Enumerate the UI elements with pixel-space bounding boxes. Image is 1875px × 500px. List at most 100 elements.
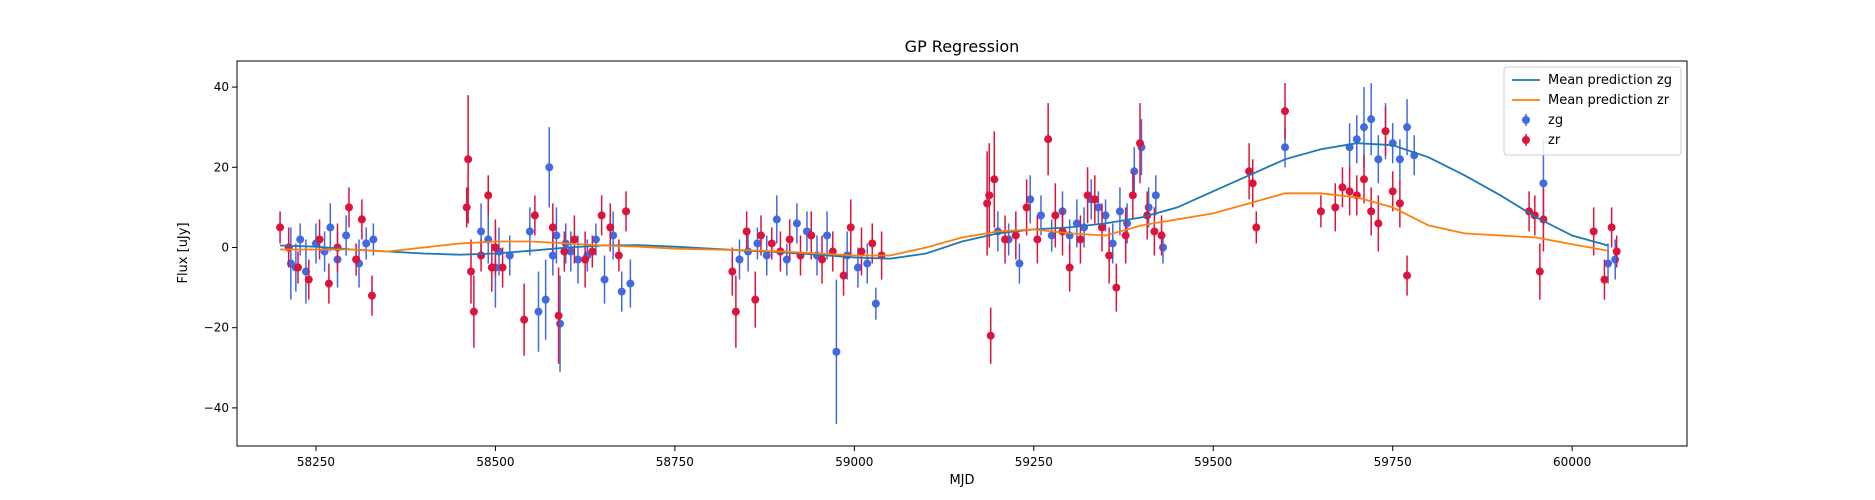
zg-point — [1367, 115, 1376, 124]
y-axis-label: Flux [uJy] — [176, 222, 191, 283]
zr-point — [1381, 127, 1390, 136]
zg-point — [792, 219, 801, 228]
zg-point — [296, 235, 305, 244]
zr-point — [530, 211, 539, 220]
zr-point — [742, 227, 751, 236]
zr-point — [498, 263, 507, 272]
legend: Mean prediction zg Mean prediction zr zg zr — [1503, 66, 1682, 156]
x-tick-label: 59250 — [1015, 455, 1053, 469]
zr-point — [1051, 211, 1060, 220]
legend-label: Mean prediction zr — [1548, 93, 1670, 108]
zg-point — [556, 319, 565, 328]
zr-point — [818, 255, 827, 264]
zr-point — [606, 223, 615, 232]
zr-point — [1022, 203, 1031, 212]
y-axis: −40 −20 0 20 40 — [204, 80, 237, 415]
zg-point — [1395, 155, 1404, 164]
zr-point — [520, 315, 529, 324]
zg-point — [1352, 135, 1361, 144]
zr-point — [1112, 283, 1121, 292]
zg-point — [617, 287, 626, 296]
zg-point — [753, 239, 762, 248]
zr-point — [467, 267, 476, 276]
zr-point — [1121, 231, 1130, 240]
zg-point — [505, 251, 514, 260]
zr-point — [868, 239, 877, 248]
zr-point — [1245, 167, 1254, 176]
zg-point — [1047, 231, 1056, 240]
zg-point — [534, 307, 543, 316]
zg-point — [871, 299, 880, 308]
zr-point — [352, 255, 361, 264]
zr-point — [462, 203, 471, 212]
legend-marker-swatch — [1522, 116, 1530, 124]
zr-point — [1252, 223, 1261, 232]
zr-point — [560, 247, 569, 256]
zg-point — [772, 215, 781, 224]
legend-label: zg — [1548, 113, 1563, 128]
zr-point — [1589, 227, 1598, 236]
zr-point — [1011, 231, 1020, 240]
zr-point — [548, 223, 557, 232]
zr-point — [1607, 223, 1616, 232]
zg-point — [1130, 167, 1139, 176]
plot-area — [236, 60, 1688, 447]
zr-point — [1248, 179, 1257, 188]
zr-point — [487, 263, 496, 272]
zr-point — [324, 279, 333, 288]
zr-point — [357, 215, 366, 224]
x-axis-label: MJD — [949, 473, 974, 488]
zg-point — [1374, 155, 1383, 164]
zr-point — [1388, 187, 1397, 196]
zg-point — [1108, 239, 1117, 248]
zr-point — [767, 239, 776, 248]
zg-point — [1539, 179, 1548, 188]
zr-point — [581, 255, 590, 264]
zg-point — [600, 275, 609, 284]
zr-point — [751, 295, 760, 304]
y-tick-label: 0 — [221, 240, 229, 254]
zg-point — [832, 347, 841, 356]
zg-point — [1026, 195, 1035, 204]
zr-point — [990, 175, 999, 184]
zr-point — [1090, 195, 1099, 204]
zr-point — [304, 275, 313, 284]
zr-point — [1359, 175, 1368, 184]
zr-point — [1345, 187, 1354, 196]
zg-point — [823, 231, 832, 240]
zr-point — [1316, 207, 1325, 216]
zr-point — [1076, 235, 1085, 244]
zg-point — [362, 239, 371, 248]
zr-point — [622, 207, 631, 216]
mean-lines — [280, 142, 1609, 260]
zg-point — [545, 163, 554, 172]
zr-point — [570, 235, 579, 244]
legend-label: zr — [1548, 133, 1561, 148]
zr-point — [1612, 247, 1621, 256]
zr-point — [1044, 135, 1053, 144]
zg-point — [609, 231, 618, 240]
zg-point — [342, 231, 351, 240]
zr-point — [294, 263, 303, 272]
zg-point — [735, 255, 744, 264]
zr-point — [491, 243, 500, 252]
zg-point — [626, 279, 635, 288]
y-tick-label: −40 — [204, 401, 229, 415]
x-tick-label: 58500 — [476, 455, 514, 469]
zr-point — [614, 251, 623, 260]
x-tick-label: 59750 — [1374, 455, 1412, 469]
zg-point — [326, 223, 335, 232]
zr-point — [857, 247, 866, 256]
zg-point — [863, 259, 872, 268]
zg-point — [1072, 219, 1081, 228]
zr-point — [846, 223, 855, 232]
y-tick-label: 40 — [214, 80, 229, 94]
zg-point — [1403, 123, 1412, 132]
zg-point — [301, 267, 310, 276]
x-tick-label: 60000 — [1553, 455, 1591, 469]
zg-point — [782, 255, 791, 264]
chart-title: GP Regression — [905, 37, 1020, 56]
zg-point — [573, 255, 582, 264]
zr-point — [986, 331, 995, 340]
